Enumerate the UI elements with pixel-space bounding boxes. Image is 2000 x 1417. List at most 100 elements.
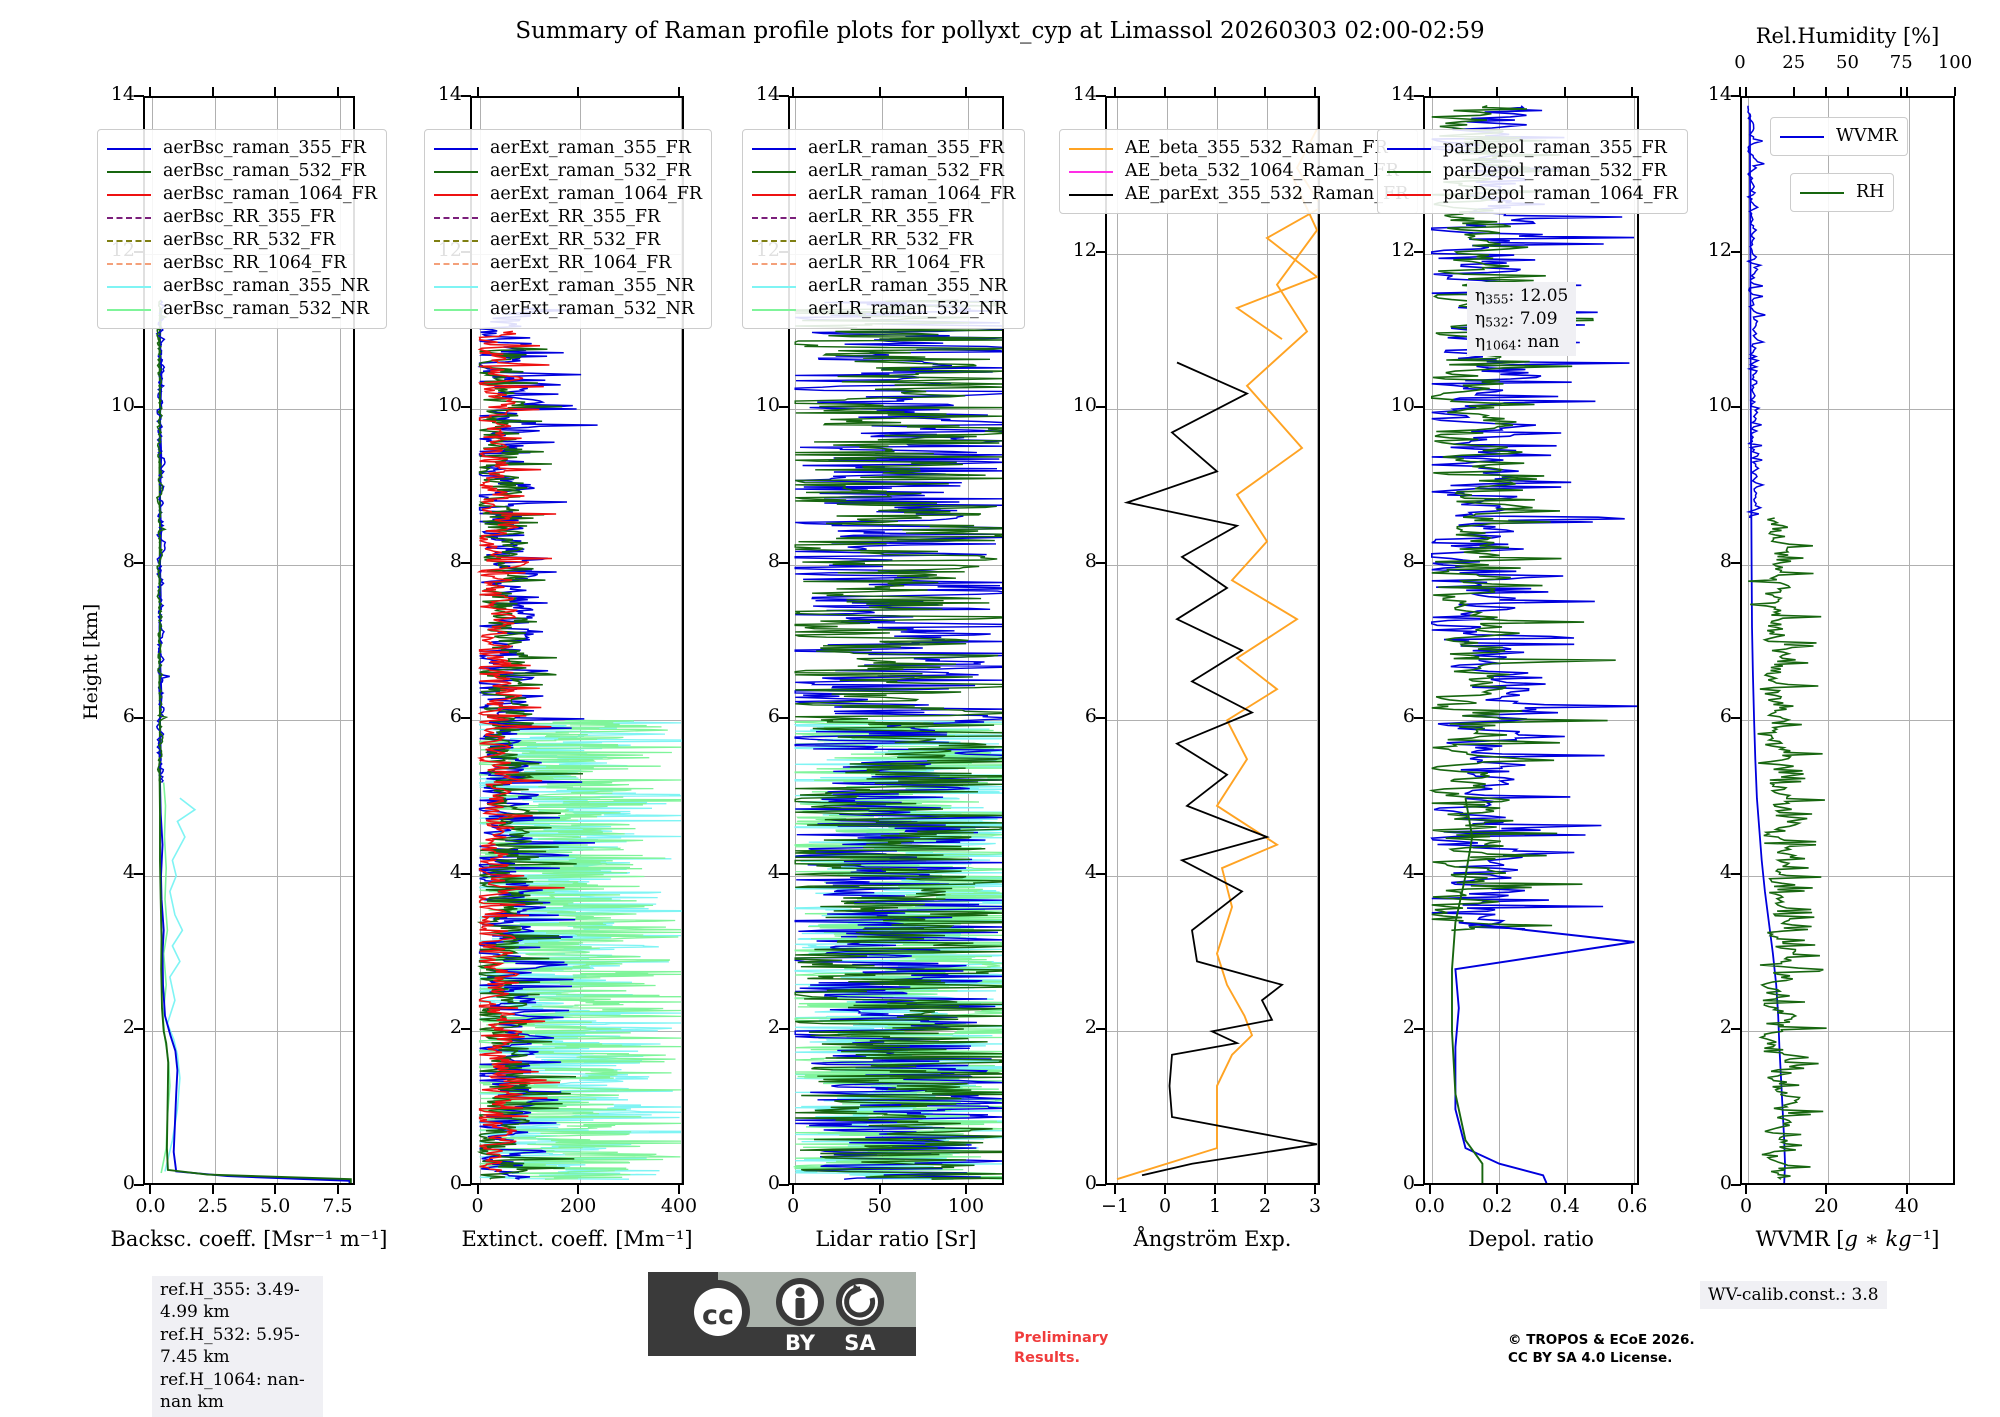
legend-extinction[interactable]: aerExt_raman_355_FR aerExt_raman_532_FR ae…	[424, 129, 713, 329]
xtick-label-extinction: 200	[560, 1195, 597, 1217]
legend-wvmr[interactable]: WVMR	[1770, 117, 1908, 156]
legend-angstrom[interactable]: AE_beta_355_532_Raman_FR AE_beta_532_1064…	[1059, 129, 1419, 214]
legend-label: parDepol_raman_532_FR	[1443, 160, 1667, 181]
ytick-label-backscatter: 2	[122, 1016, 135, 1039]
legend-label: aerLR_raman_532_FR	[808, 160, 1005, 181]
legend-row[interactable]: aerLR_raman_355_NR	[752, 275, 1015, 298]
legend-row[interactable]: aerBsc_raman_355_FR	[107, 137, 377, 160]
legend-row[interactable]: aerBsc_raman_532_FR	[107, 160, 377, 183]
ytick-mark	[134, 717, 144, 720]
top-xtick-label: 50	[1836, 52, 1859, 73]
legend-row[interactable]: aerBsc_raman_532_NR	[107, 298, 377, 321]
legend-row[interactable]: aerBsc_RR_532_FR	[107, 229, 377, 252]
legend-label: WVMR	[1836, 125, 1898, 146]
legend-row[interactable]: aerExt_raman_1064_FR	[434, 183, 702, 206]
xtick-mark	[336, 1185, 339, 1194]
gridline-h	[1107, 409, 1318, 411]
ytick-mark	[1414, 717, 1424, 720]
preliminary-line-1: Preliminary	[1014, 1330, 1109, 1346]
legend-row[interactable]: aerExt_RR_355_FR	[434, 206, 702, 229]
legend-row[interactable]: aerBsc_raman_355_NR	[107, 275, 377, 298]
ytick-mark	[1731, 717, 1741, 720]
legend-row[interactable]: aerExt_raman_532_FR	[434, 160, 702, 183]
xtick-mark	[1314, 1185, 1316, 1194]
legend-row[interactable]: aerExt_raman_355_NR	[434, 275, 702, 298]
copyright-line-2: CC BY SA 4.0 License.	[1508, 1350, 1673, 1367]
gridline-v	[479, 98, 481, 1183]
ytick-mark	[1096, 717, 1106, 720]
ytick-label-angstrom: 0	[1084, 1172, 1097, 1194]
legend-row[interactable]: aerLR_raman_532_FR	[752, 160, 1015, 183]
xtick-label-extinction: 0	[471, 1195, 484, 1217]
legend-depol-ratio[interactable]: parDepol_raman_355_FR parDepol_raman_532_…	[1377, 129, 1688, 214]
gridline-v	[1167, 98, 1168, 1183]
legend-row[interactable]: parDepol_raman_1064_FR	[1387, 183, 1678, 206]
ytick-mark	[1731, 561, 1741, 564]
x-axis-label-lidar-ratio: Lidar ratio [Sr]	[815, 1227, 977, 1251]
legend-row[interactable]: aerExt_raman_355_FR	[434, 137, 702, 160]
legend-row[interactable]: parDepol_raman_532_FR	[1387, 160, 1678, 183]
xtick-label-lidar-ratio: 100	[947, 1195, 985, 1217]
ytick-mark	[1414, 872, 1424, 875]
xtick-mark-top	[274, 87, 277, 96]
ytick-label-lidar-ratio: 6	[767, 705, 780, 728]
legend-rh[interactable]: RH	[1790, 173, 1895, 212]
eta-symbol: η1064:	[1475, 331, 1523, 353]
legend-row[interactable]: AE_beta_355_532_Raman_FR	[1069, 137, 1408, 160]
xtick-label-angstrom: 0	[1158, 1195, 1172, 1217]
ref-h-355: ref.H_355: 3.49-4.99 km	[160, 1280, 300, 1323]
legend-row[interactable]: aerLR_RR_1064_FR	[752, 252, 1015, 275]
legend-row[interactable]: aerExt_RR_532_FR	[434, 229, 702, 252]
legend-backscatter[interactable]: aerBsc_raman_355_FR aerBsc_raman_532_FR ae…	[97, 129, 387, 329]
ytick-mark	[1096, 1184, 1106, 1186]
gridline-h	[1107, 720, 1318, 722]
cc-sa-label: SA	[844, 1331, 876, 1355]
top-xtick-mark	[1846, 87, 1849, 96]
legend-row[interactable]: AE_parExt_355_532_Raman_FR	[1069, 183, 1408, 206]
xtick-mark	[1114, 1185, 1116, 1194]
xtick-mark	[1905, 1185, 1908, 1194]
legend-row[interactable]: aerExt_raman_532_NR	[434, 298, 702, 321]
legend-label: aerLR_raman_532_NR	[808, 298, 1008, 319]
legend-row[interactable]: aerLR_raman_355_FR	[752, 137, 1015, 160]
ytick-label-depol-ratio: 2	[1402, 1016, 1415, 1039]
top-xtick-mark	[1739, 87, 1741, 96]
top-xtick-label: 25	[1782, 52, 1806, 73]
xtick-label-extinction: 400	[660, 1195, 698, 1217]
legend-label: parDepol_raman_1064_FR	[1443, 183, 1678, 204]
legend-row[interactable]: aerLR_raman_1064_FR	[752, 183, 1015, 206]
ytick-label-depol-ratio: 10	[1390, 394, 1415, 417]
gridline-v	[1634, 98, 1636, 1183]
legend-row[interactable]: RH	[1800, 181, 1884, 204]
legend-row[interactable]: aerBsc_RR_1064_FR	[107, 252, 377, 275]
eta-line-355: η355: 12.05	[1475, 285, 1568, 308]
ytick-mark	[779, 95, 789, 97]
legend-lidar-ratio[interactable]: aerLR_raman_355_FR aerLR_raman_532_FR aerL…	[742, 129, 1026, 329]
legend-label: AE_beta_355_532_Raman_FR	[1125, 137, 1388, 158]
traces-wvmr	[1745, 105, 1827, 1183]
xtick-mark-top	[1164, 87, 1166, 96]
ytick-label-extinction: 0	[449, 1172, 462, 1194]
legend-swatch	[107, 170, 151, 173]
ytick-label-lidar-ratio: 0	[767, 1172, 780, 1194]
gridline-v	[1908, 98, 1910, 1183]
legend-row[interactable]: aerExt_RR_1064_FR	[434, 252, 702, 275]
legend-row[interactable]: aerBsc_RR_355_FR	[107, 206, 377, 229]
panel-depol-ratio: 0 2 4 6 8 10 12 14 0.0 0.2 0.4 0.6 Depol. ratio parDe…	[1377, 83, 1688, 1251]
legend-row[interactable]: aerBsc_raman_1064_FR	[107, 183, 377, 206]
legend-row[interactable]: aerLR_RR_355_FR	[752, 206, 1015, 229]
legend-row[interactable]: aerLR_RR_532_FR	[752, 229, 1015, 252]
gridline-h	[145, 409, 353, 411]
ytick-label-depol-ratio: 12	[1390, 238, 1415, 261]
eta-symbol: η355:	[1475, 286, 1515, 307]
legend-label: RH	[1856, 181, 1885, 202]
legend-row[interactable]: WVMR	[1780, 125, 1898, 148]
xtick-mark	[476, 1185, 479, 1194]
legend-row[interactable]: aerLR_raman_532_NR	[752, 298, 1015, 321]
ytick-mark	[461, 561, 471, 564]
legend-row[interactable]: AE_beta_532_1064_Raman_FR	[1069, 160, 1408, 183]
legend-swatch	[434, 308, 478, 311]
legend-row[interactable]: parDepol_raman_355_FR	[1387, 137, 1678, 160]
xtick-mark	[274, 1185, 277, 1194]
